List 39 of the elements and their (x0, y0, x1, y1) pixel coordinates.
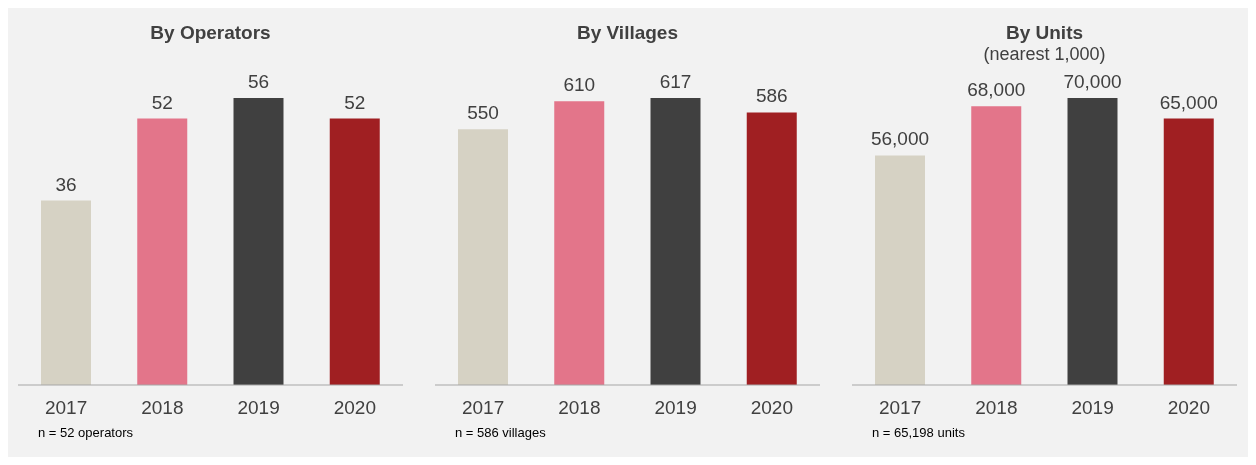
x-tick-label: 2017 (44, 397, 88, 419)
x-tick-label: 2018 (141, 397, 184, 419)
x-tick-label: 2019 (237, 397, 280, 419)
bar (650, 98, 701, 385)
data-label: 68,000 (967, 79, 1026, 101)
x-tick-label: 2020 (750, 397, 794, 419)
data-label: 56 (247, 71, 270, 92)
data-label: 70,000 (1063, 71, 1122, 92)
x-tick-label: 2018 (558, 397, 601, 419)
chart-title: By Operators (149, 22, 272, 44)
text: n = 65,198 units (872, 425, 966, 440)
data-label: 610 (563, 74, 596, 96)
x-tick-label: 2017 (461, 397, 505, 419)
bar (746, 112, 797, 385)
data-label: 617 (659, 71, 692, 92)
bar (971, 106, 1022, 385)
data-label: 586 (755, 85, 788, 107)
data-label: 65,000 (1159, 91, 1218, 113)
bar (875, 155, 925, 385)
bar (554, 101, 605, 385)
x-tick-label: 2018 (975, 397, 1018, 419)
data-label: 52 (151, 91, 173, 113)
chart-title: By Units (1004, 22, 1085, 44)
chart-title: By Villages (575, 22, 679, 44)
x-tick-label: 2019 (654, 397, 697, 419)
x-tick-label: 2020 (333, 397, 377, 419)
x-tick-label: 2019 (1071, 397, 1114, 419)
x-tick-label: 2017 (878, 397, 922, 419)
bar (458, 129, 508, 385)
text: n = 586 villages (455, 425, 547, 440)
bar (1067, 98, 1118, 385)
text: n = 52 operators (38, 425, 135, 440)
data-label: 56,000 (870, 128, 930, 150)
data-label: 550 (467, 102, 499, 124)
data-label: 52 (344, 91, 366, 113)
x-tick-label: 2020 (1167, 397, 1211, 419)
chart-subtitle: (nearest 1,000) (982, 44, 1107, 65)
data-label: 36 (55, 173, 77, 195)
bar (1163, 118, 1214, 385)
